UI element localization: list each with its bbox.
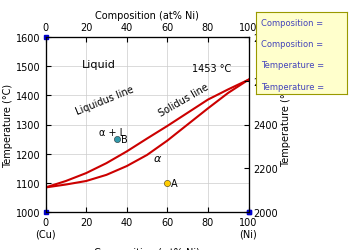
Text: Composition =: Composition = [261, 19, 323, 28]
Y-axis label: Temperature (°C): Temperature (°C) [3, 83, 13, 167]
Text: (Cu): (Cu) [35, 229, 56, 239]
Text: Solidus line: Solidus line [157, 82, 211, 118]
Text: α: α [153, 154, 161, 164]
Text: Temperature =: Temperature = [261, 61, 324, 70]
Y-axis label: Temperature (°F): Temperature (°F) [281, 84, 291, 166]
Text: 1453 °C: 1453 °C [192, 64, 231, 74]
X-axis label: Composition (wt% Ni): Composition (wt% Ni) [94, 247, 200, 250]
Text: Liquidus line: Liquidus line [74, 84, 135, 117]
X-axis label: Composition (at% Ni): Composition (at% Ni) [95, 10, 199, 20]
Text: B: B [121, 134, 127, 144]
Text: Composition =: Composition = [261, 40, 323, 49]
Text: (Ni): (Ni) [240, 229, 257, 239]
Text: α + L: α + L [99, 127, 126, 137]
Text: A: A [172, 178, 178, 188]
Text: Temperature =: Temperature = [261, 82, 324, 91]
Text: Liquid: Liquid [82, 60, 116, 70]
